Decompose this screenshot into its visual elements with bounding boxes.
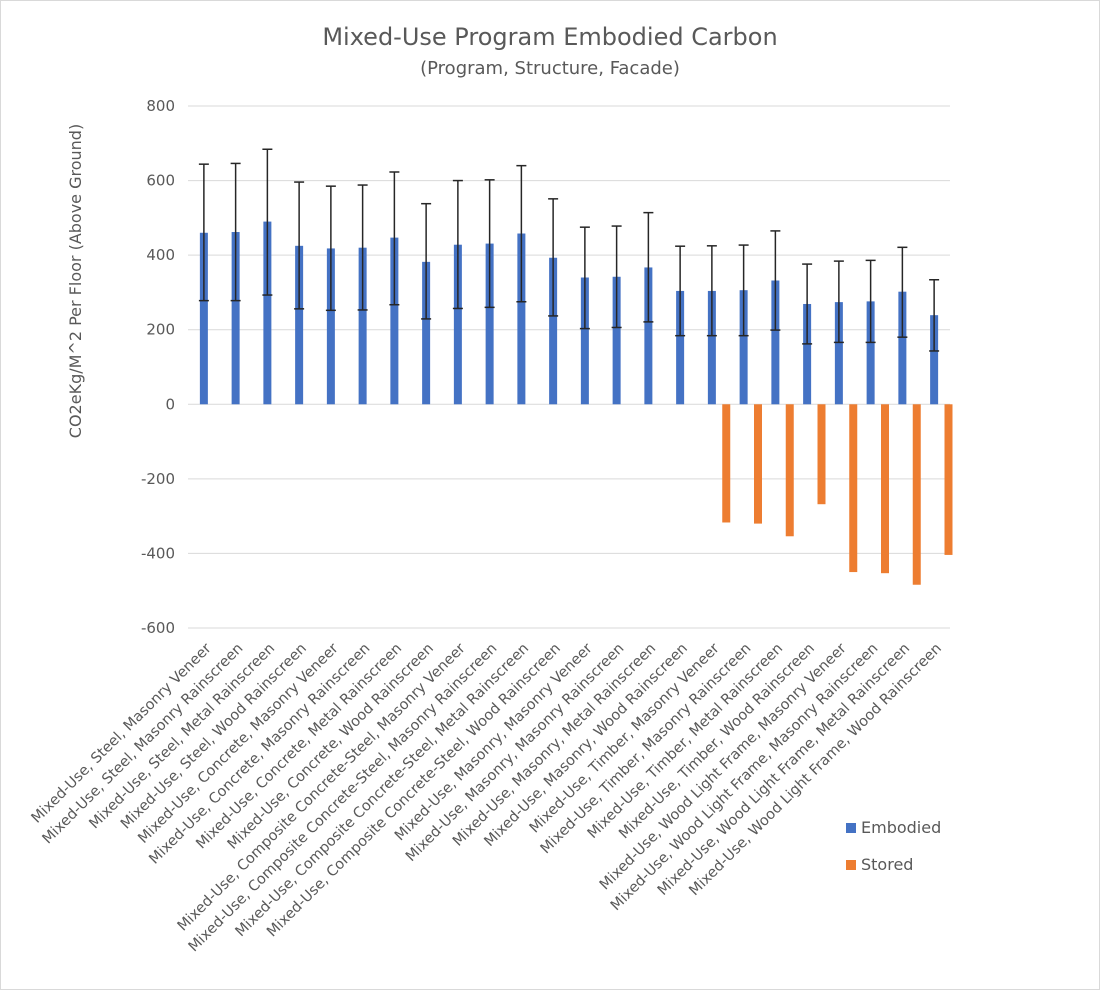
embodied-bar (707, 290, 716, 405)
y-tick-label: -200 (141, 470, 175, 488)
y-tick-label: 400 (146, 246, 175, 264)
embodied-bar (549, 257, 558, 405)
x-axis-labels: Mixed-Use, Steel, Masonry VeneerMixed-Us… (29, 640, 945, 955)
stored-bar (754, 404, 762, 524)
embodied-bar (834, 302, 843, 405)
error-bar (865, 259, 876, 344)
error-bar (579, 226, 590, 330)
error-bar (706, 245, 717, 337)
gridlines (188, 105, 950, 629)
y-tick-label: 600 (146, 172, 175, 190)
error-bar (548, 198, 559, 317)
error-bar (452, 179, 463, 310)
chart-subtitle: (Program, Structure, Facade) (420, 58, 680, 79)
legend-item-embodied: Embodied (846, 818, 941, 837)
y-tick-label: -400 (141, 544, 175, 562)
stored-bar (912, 404, 921, 585)
embodied-bar (771, 280, 780, 405)
embodied-bar (866, 301, 875, 405)
legend-label: Embodied (861, 818, 941, 837)
chart-title: Mixed-Use Program Embodied Carbon (322, 23, 777, 51)
embodied-bar (295, 245, 304, 405)
y-tick-label: 200 (146, 321, 175, 339)
error-bar (262, 148, 273, 296)
error-bar (357, 184, 368, 311)
legend-swatch (846, 823, 856, 833)
embodied-bar (517, 233, 526, 405)
bars (199, 221, 953, 585)
stored-bar (881, 404, 889, 574)
error-bar (484, 179, 495, 309)
error-bar (294, 181, 305, 310)
error-bar (325, 185, 336, 312)
y-tick-label: 800 (146, 97, 175, 115)
stored-bar (785, 404, 794, 537)
embodied-bar (644, 267, 653, 405)
embodied-bar (358, 247, 367, 405)
embodied-bar (199, 232, 208, 405)
error-bar (675, 245, 686, 337)
embodied-bar (485, 243, 494, 405)
error-bars (198, 148, 940, 352)
embodied-bar (739, 290, 748, 405)
error-bar (643, 211, 654, 323)
error-bar (770, 230, 781, 331)
embodied-bar (803, 303, 812, 405)
legend: Embodied Stored (846, 818, 941, 874)
embodied-bar (453, 244, 462, 405)
embodied-bar (898, 291, 907, 405)
embodied-bar (612, 276, 621, 405)
error-bar (929, 279, 940, 352)
error-bar (897, 246, 908, 338)
error-bar (611, 225, 622, 329)
error-bar (802, 263, 813, 345)
legend-item-stored: Stored (846, 855, 913, 874)
y-tick-label: 0 (165, 395, 175, 413)
y-axis-title: CO2eKg/M^2 Per Floor (Above Ground) (66, 124, 85, 438)
stored-bar (817, 404, 826, 505)
embodied-bar (326, 248, 335, 405)
error-bar (833, 260, 844, 344)
error-bar (421, 202, 432, 320)
embodied-bar (676, 290, 685, 405)
legend-swatch (846, 860, 856, 870)
error-bar (389, 171, 400, 306)
error-bar (516, 164, 527, 303)
embodied-bar (263, 221, 272, 405)
stored-bar (944, 404, 953, 555)
y-axis-ticks: 800 600 400 200 0 -200 -400 -600 (141, 97, 175, 637)
error-bar (738, 244, 749, 337)
error-bar (230, 162, 241, 302)
stored-bar (722, 404, 731, 523)
legend-label: Stored (861, 855, 913, 874)
embodied-bar (580, 277, 589, 405)
embodied-bar (930, 315, 939, 405)
stored-bar (849, 404, 858, 573)
error-bar (198, 163, 209, 302)
embodied-bar (231, 232, 240, 405)
embodied-bar (390, 237, 399, 405)
embodied-bar (422, 261, 431, 405)
y-tick-label: -600 (141, 619, 175, 637)
